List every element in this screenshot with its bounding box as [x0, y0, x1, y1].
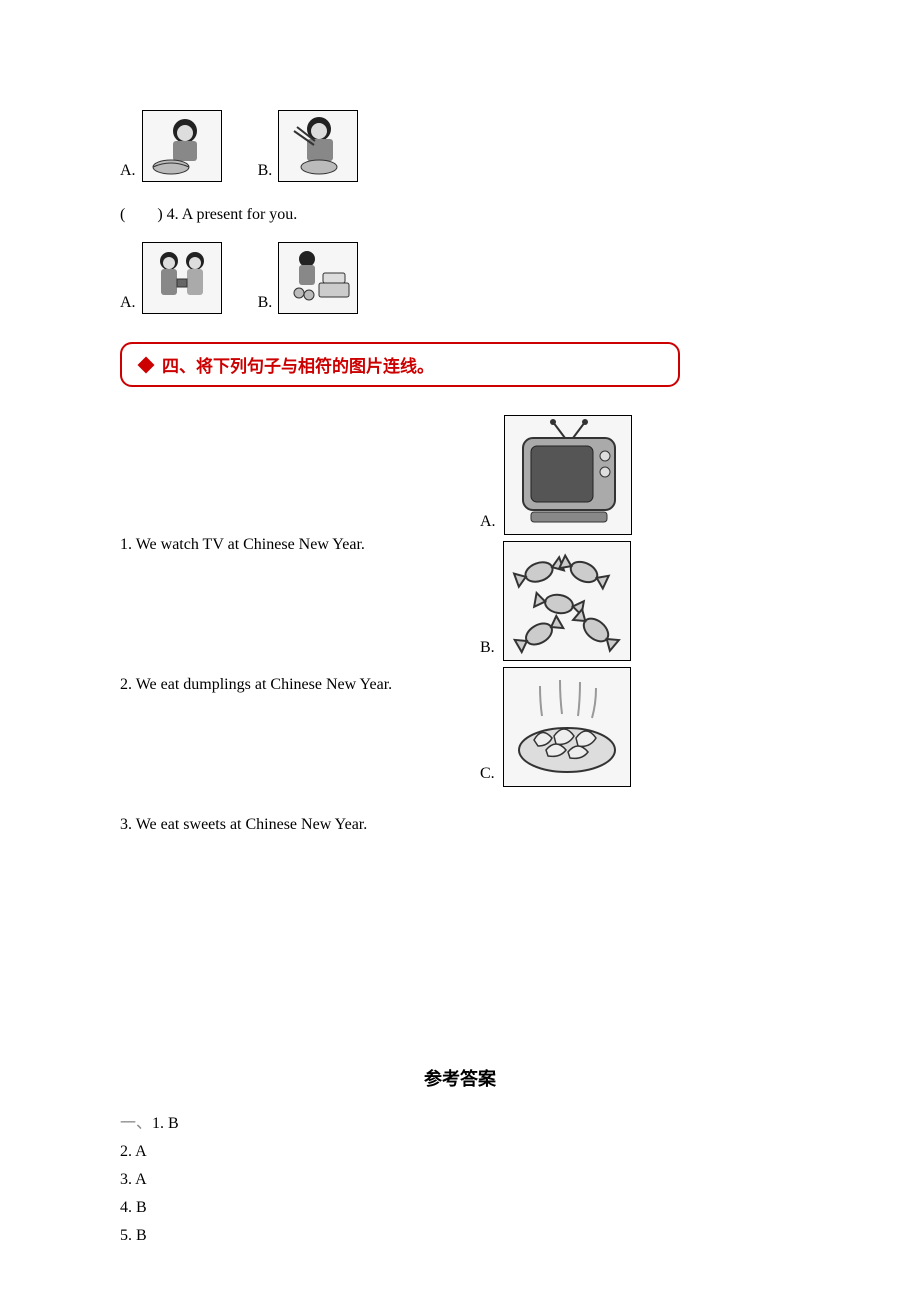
child-chopsticks-icon — [278, 110, 358, 182]
worksheet-page: A. B. — [0, 0, 920, 1315]
q4-option-b: B. — [258, 242, 359, 314]
q4-option-a: A. — [120, 242, 222, 314]
match-image-c: C. — [480, 667, 632, 787]
answer-line-3: 3. A — [120, 1171, 800, 1189]
q4-label-a: A. — [120, 294, 136, 314]
answer-line-4: 4. B — [120, 1199, 800, 1217]
answer-line-5: 5. B — [120, 1227, 800, 1245]
answer-line-1-body: 1. B — [152, 1115, 179, 1132]
matching-exercise: 1. We watch TV at Chinese New Year. 2. W… — [120, 415, 800, 895]
match-sentence-2: 2. We eat dumplings at Chinese New Year. — [120, 615, 480, 755]
match-sentences: 1. We watch TV at Chinese New Year. 2. W… — [120, 415, 480, 895]
answer-line-2: 2. A — [120, 1143, 800, 1161]
section-4-title: 四、将下列句子与相符的图片连线。 — [162, 352, 434, 377]
match-image-a: A. — [480, 415, 632, 535]
answer-line-1: 一、1. B — [120, 1109, 800, 1133]
match-label-a: A. — [480, 513, 496, 535]
q4-label-b: B. — [258, 294, 273, 314]
cake-person-icon — [278, 242, 358, 314]
match-label-c: C. — [480, 765, 495, 787]
two-people-icon — [142, 242, 222, 314]
match-sentence-1: 1. We watch TV at Chinese New Year. — [120, 475, 480, 615]
q4-text: ( ) 4. A present for you. — [120, 206, 800, 224]
q3-option-b: B. — [258, 110, 359, 182]
answer-key-title: 参考答案 — [120, 1065, 800, 1091]
q3-label-a: A. — [120, 162, 136, 182]
q3-option-a: A. — [120, 110, 222, 182]
child-eating-icon — [142, 110, 222, 182]
q3-options: A. B. — [120, 110, 800, 182]
q3-label-b: B. — [258, 162, 273, 182]
tv-icon — [504, 415, 632, 535]
section-4-header: 四、将下列句子与相符的图片连线。 — [120, 342, 680, 387]
match-sentence-3: 3. We eat sweets at Chinese New Year. — [120, 755, 480, 895]
q4-options: A. B. — [120, 242, 800, 314]
match-label-b: B. — [480, 639, 495, 661]
match-image-b: B. — [480, 541, 632, 661]
diamond-icon — [138, 356, 155, 373]
match-images: A. B. — [480, 415, 632, 895]
sweets-icon — [503, 541, 631, 661]
answer-prefix: 一、 — [120, 1115, 152, 1132]
dumplings-icon — [503, 667, 631, 787]
